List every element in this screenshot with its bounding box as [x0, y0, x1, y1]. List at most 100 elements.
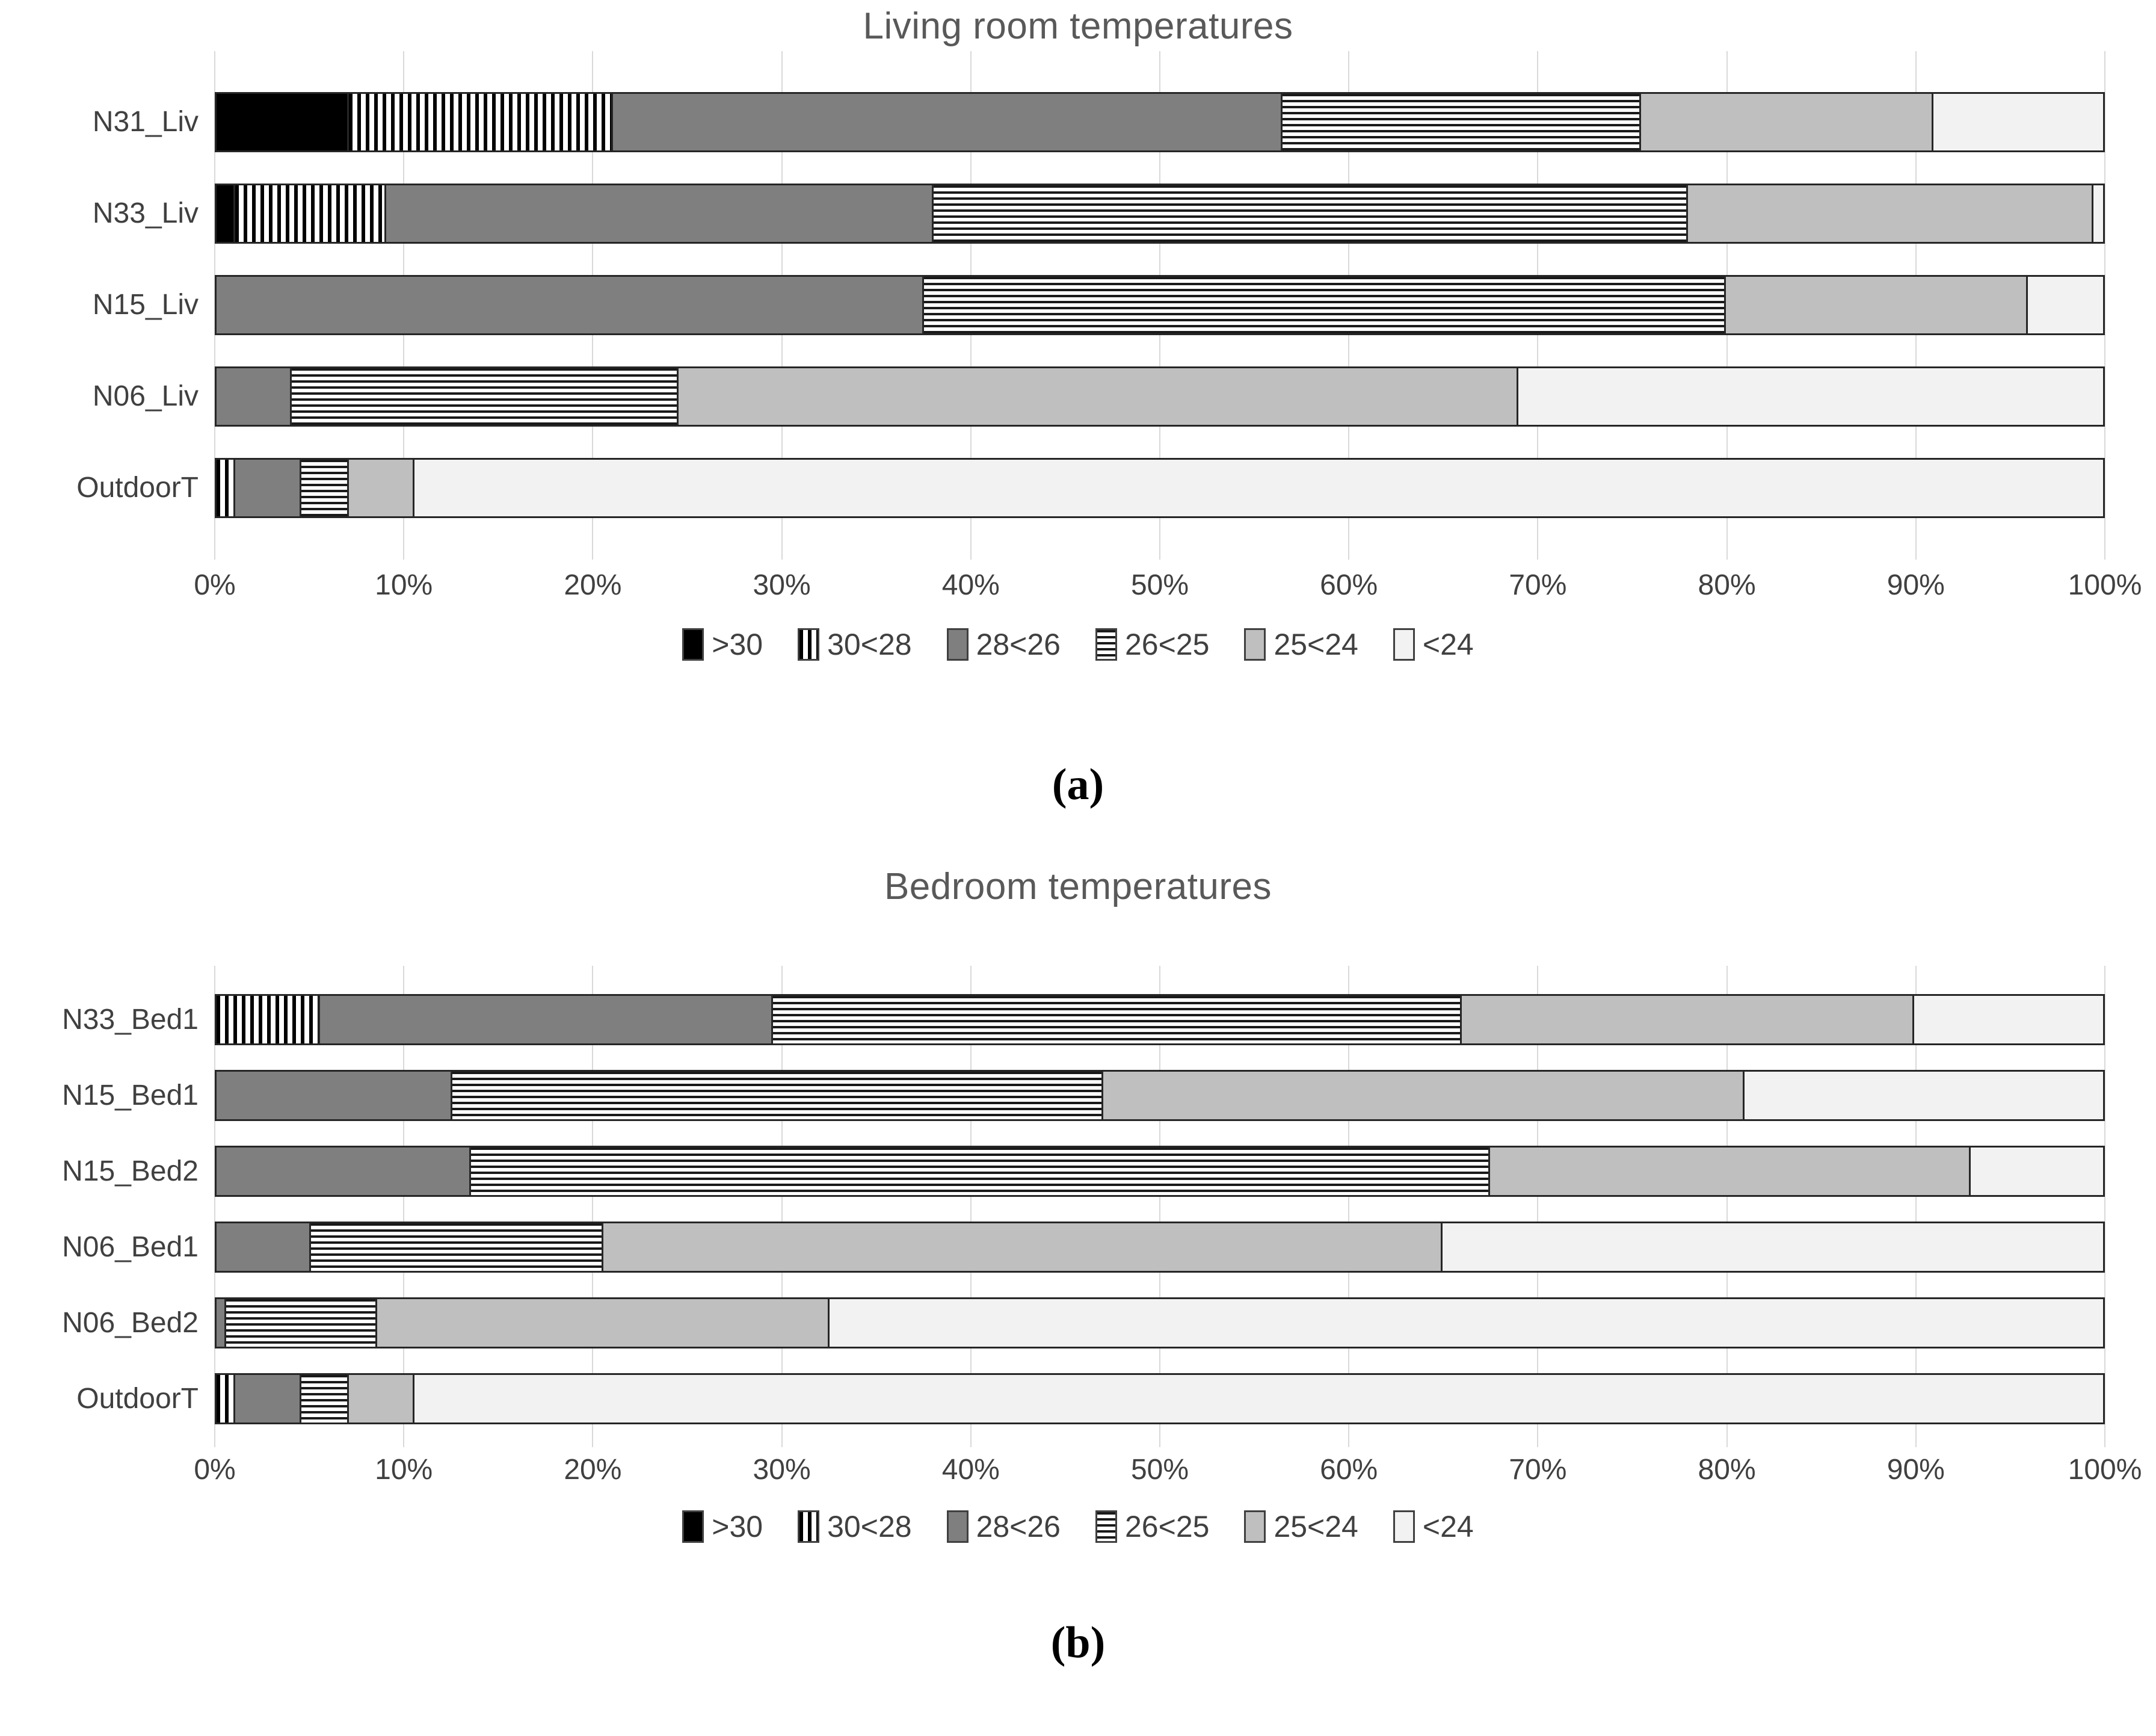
bar-segment-N15_Bed1-25<24 — [1103, 1072, 1745, 1119]
bar-segment-N33_Bed1-<24 — [1914, 996, 2103, 1043]
plot-area — [214, 966, 2105, 1447]
bar-segment-N33_Bed1-26<25 — [773, 996, 1462, 1043]
gridline-100% — [2104, 51, 2105, 560]
bar-segment-N06_Bed2-26<25 — [226, 1299, 377, 1347]
bar-segment-OutdoorT-26<25 — [301, 1375, 349, 1422]
gridline-90% — [1915, 966, 1917, 1447]
legend-item-28<26: 28<26 — [946, 1509, 1061, 1544]
gridline-0% — [214, 966, 215, 1447]
category-label-N06_Bed1: N06_Bed1 — [62, 1231, 199, 1263]
bar-segment-N15_Bed1-26<25 — [452, 1072, 1103, 1119]
category-label-N33_Bed1: N33_Bed1 — [62, 1003, 199, 1036]
legend-label: >30 — [712, 1510, 763, 1543]
bar-segment-N31_Liv-28<26 — [612, 94, 1283, 150]
bar-segment-OutdoorT-30<28 — [217, 1375, 236, 1422]
category-label-N15_Liv: N15_Liv — [92, 289, 199, 321]
bar-segment-N31_Liv-30<28 — [348, 94, 613, 150]
vertical-stripes-swatch — [798, 628, 820, 661]
bar-segment-N33_Liv-25<24 — [1688, 185, 2094, 242]
x-tick-label-0%: 0% — [194, 1454, 236, 1486]
bar-segment-N31_Liv-25<24 — [1640, 94, 1933, 150]
solid-black-swatch — [682, 628, 704, 661]
gridline-60% — [1348, 966, 1350, 1447]
light-gray-swatch — [1244, 628, 1266, 661]
legend-label: 30<28 — [827, 628, 912, 661]
bar-segment-N15_Liv-25<24 — [1725, 277, 2028, 333]
bar-segment-OutdoorT-26<25 — [301, 460, 349, 516]
bar-segment-OutdoorT-25<24 — [348, 1375, 415, 1422]
x-tick-label-10%: 10% — [375, 1454, 433, 1486]
category-label-N06_Liv: N06_Liv — [92, 380, 199, 412]
chart-title: Bedroom temperatures — [884, 866, 1272, 907]
legend: >30 30<28 28<26 26<25 25<24 <24 — [0, 1509, 2156, 1544]
bar-row-N06_Liv — [215, 366, 2105, 427]
legend: >30 30<28 28<26 26<25 25<24 <24 — [0, 627, 2156, 662]
x-tick-label-60%: 60% — [1320, 1454, 1378, 1486]
bar-segment-N06_Bed2-25<24 — [377, 1299, 830, 1347]
horizontal-stripes-swatch — [1095, 1510, 1117, 1543]
bar-row-OutdoorT — [215, 458, 2105, 518]
gridline-50% — [1159, 966, 1160, 1447]
lightest-gray-swatch — [1393, 628, 1415, 661]
x-tick-label-70%: 70% — [1509, 569, 1567, 601]
bar-segment-N06_Bed1-26<25 — [310, 1223, 603, 1271]
gridline-70% — [1537, 966, 1539, 1447]
legend-label: 28<26 — [976, 1510, 1061, 1543]
bar-segment-N06_Bed1-28<26 — [217, 1223, 311, 1271]
x-tick-label-100%: 100% — [2068, 1454, 2142, 1486]
bar-segment-N33_Liv-<24 — [2093, 185, 2103, 242]
legend-label: <24 — [1422, 628, 1474, 661]
x-tick-label-40%: 40% — [941, 569, 1000, 601]
x-tick-label-50%: 50% — [1130, 569, 1189, 601]
bar-row-N06_Bed1 — [215, 1222, 2105, 1273]
legend-item-<24: <24 — [1393, 1509, 1474, 1544]
x-tick-label-100%: 100% — [2068, 569, 2142, 601]
bar-segment-N06_Bed2-<24 — [830, 1299, 2103, 1347]
figure-caption-b: (b) — [1050, 1618, 1106, 1667]
legend-label: 26<25 — [1125, 628, 1210, 661]
bar-row-N15_Bed2 — [215, 1146, 2105, 1197]
x-tick-label-0%: 0% — [194, 569, 236, 601]
lightest-gray-swatch — [1393, 1510, 1415, 1543]
bar-segment-N15_Liv-28<26 — [217, 277, 924, 333]
chart-title: Living room temperatures — [863, 5, 1293, 47]
x-tick-label-20%: 20% — [564, 1454, 622, 1486]
bar-row-N31_Liv — [215, 92, 2105, 152]
bar-segment-N33_Bed1-25<24 — [1461, 996, 1915, 1043]
bar-segment-N15_Liv-<24 — [2027, 277, 2103, 333]
dark-gray-swatch — [946, 1510, 969, 1543]
bar-segment-OutdoorT-<24 — [414, 460, 2103, 516]
legend-label: <24 — [1422, 1510, 1474, 1543]
bar-row-N15_Liv — [215, 275, 2105, 335]
gridline-30% — [781, 966, 783, 1447]
legend-label: 30<28 — [827, 1510, 912, 1543]
bar-segment-N33_Liv-28<26 — [386, 185, 934, 242]
category-label-N15_Bed2: N15_Bed2 — [62, 1155, 199, 1187]
bar-row-N15_Bed1 — [215, 1070, 2105, 1121]
legend-item-30<28: 30<28 — [798, 1509, 912, 1544]
legend-item-25<24: 25<24 — [1244, 1509, 1358, 1544]
x-tick-label-90%: 90% — [1886, 1454, 1945, 1486]
bar-segment-OutdoorT-30<28 — [217, 460, 236, 516]
gridline-40% — [970, 966, 972, 1447]
category-label-N31_Liv: N31_Liv — [92, 106, 199, 138]
figure-caption-a: (a) — [1052, 760, 1104, 809]
legend-item-30<28: 30<28 — [798, 627, 912, 662]
bar-segment-N15_Bed2-28<26 — [217, 1148, 472, 1195]
bar-segment-N31_Liv-26<25 — [1282, 94, 1641, 150]
solid-black-swatch — [682, 1510, 704, 1543]
legend-label: >30 — [712, 628, 763, 661]
x-tick-label-50%: 50% — [1130, 1454, 1189, 1486]
gridline-20% — [592, 966, 594, 1447]
x-tick-label-70%: 70% — [1509, 1454, 1567, 1486]
x-tick-label-30%: 30% — [753, 569, 811, 601]
x-tick-label-80%: 80% — [1698, 569, 1756, 601]
bar-segment-N06_Bed1-<24 — [1443, 1223, 2103, 1271]
bar-segment-OutdoorT-25<24 — [348, 460, 415, 516]
light-gray-swatch — [1244, 1510, 1266, 1543]
bar-segment-N33_Liv->30 — [217, 185, 236, 242]
x-tick-label-80%: 80% — [1698, 1454, 1756, 1486]
legend-item-28<26: 28<26 — [946, 627, 1061, 662]
x-tick-label-10%: 10% — [375, 569, 433, 601]
bar-segment-N15_Bed2-26<25 — [471, 1148, 1490, 1195]
